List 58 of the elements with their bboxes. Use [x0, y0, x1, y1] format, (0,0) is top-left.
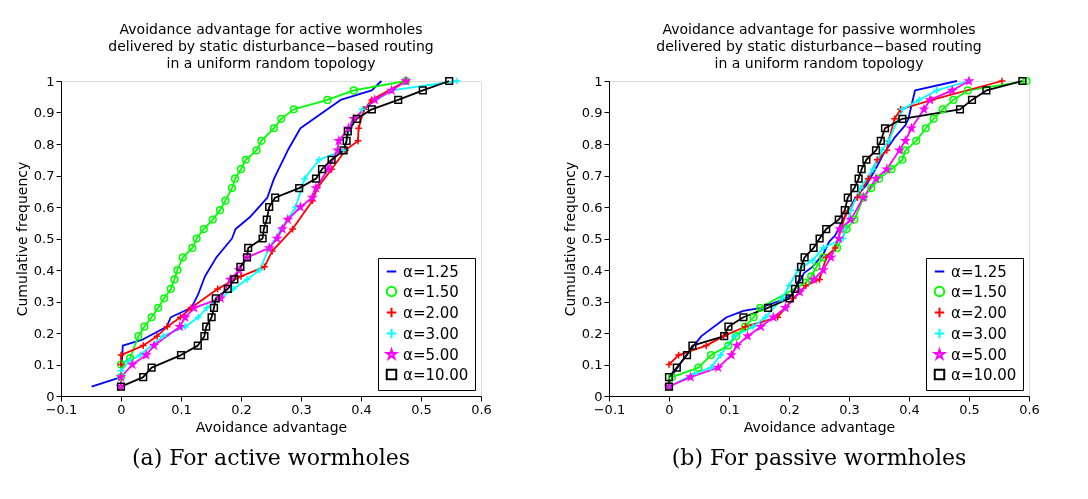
x-tick-label: 0.5	[959, 401, 980, 417]
y-tick-label: 0.1	[581, 357, 603, 372]
legend-label: α=2.00	[403, 303, 459, 322]
y-tick-label: 0.8	[33, 136, 55, 152]
y-tick-label: 0.7	[33, 168, 55, 183]
y-tick-label: 0.6	[581, 199, 603, 215]
text: (b) For passive wormholes	[671, 445, 967, 470]
y-tick-label: 0.4	[33, 262, 55, 278]
chart-title: Avoidance advantage for passive wormholes delivered by static disturbance−based routing in a uniform random topology	[656, 20, 982, 71]
y-axis-title: Cumulative frequency	[561, 161, 578, 317]
legend-label: α=3.00	[403, 324, 459, 343]
legend-label: α=1.25	[403, 262, 459, 281]
y-tick-label: 0	[594, 388, 603, 404]
y-tick-label: 1	[594, 73, 603, 89]
y-tick-label: 0.3	[33, 294, 55, 309]
y-tick-label: 0	[46, 388, 55, 404]
legend-label: α=1.50	[403, 282, 459, 301]
y-tick-label: 0.9	[581, 105, 603, 120]
x-tick-label: 0.2	[231, 401, 252, 417]
y-tick-label: 1	[46, 73, 55, 89]
x-tick-label: 0.4	[351, 401, 372, 417]
y-tick-label: 0.4	[581, 262, 603, 278]
x-tick-label: −0.1	[593, 401, 626, 417]
legend-label: α=2.00	[951, 303, 1007, 322]
text: (a) For active wormholes	[131, 445, 411, 470]
x-tick-label: 0.5	[411, 401, 432, 417]
x-tick-label: 0.6	[471, 401, 492, 417]
y-tick-label: 0.9	[33, 105, 55, 120]
chart-title: Avoidance advantage for active wormholes delivered by static disturbance−based routing in a uniform random topology	[108, 20, 434, 71]
y-tick-label: 0.2	[581, 325, 603, 341]
x-axis-title: Avoidance advantage	[743, 418, 896, 435]
legend-label: α=10.00	[951, 365, 1017, 384]
legend-label: α=1.25	[951, 262, 1007, 281]
y-tick-label: 0.3	[581, 294, 603, 309]
y-tick-label: 0.5	[33, 231, 55, 246]
x-tick-label: −0.1	[45, 401, 78, 417]
x-axis-title: Avoidance advantage	[195, 418, 348, 435]
y-tick-label: 0.1	[33, 357, 55, 372]
y-tick-label: 0.6	[33, 199, 55, 215]
x-tick-label: 0.3	[291, 401, 312, 417]
x-tick-label: 0	[665, 401, 674, 417]
y-tick-label: 0.5	[581, 231, 603, 246]
y-axis-title: Cumulative frequency	[13, 161, 30, 317]
legend-label: α=5.00	[951, 345, 1007, 364]
legend-label: α=5.00	[403, 345, 459, 364]
y-tick-label: 0.2	[33, 325, 55, 341]
x-tick-label: 0.1	[171, 401, 192, 417]
legend-label: α=10.00	[403, 365, 469, 384]
x-tick-label: 0.1	[719, 401, 740, 417]
legend-label: α=3.00	[951, 324, 1007, 343]
x-tick-label: 0	[117, 401, 126, 417]
x-tick-label: 0.2	[779, 401, 800, 417]
x-tick-label: 0.6	[1019, 401, 1040, 417]
y-tick-label: 0.8	[581, 136, 603, 152]
legend-label: α=1.50	[951, 282, 1007, 301]
y-tick-label: 0.7	[581, 168, 603, 183]
x-tick-label: 0.4	[899, 401, 920, 417]
x-tick-label: 0.3	[839, 401, 860, 417]
